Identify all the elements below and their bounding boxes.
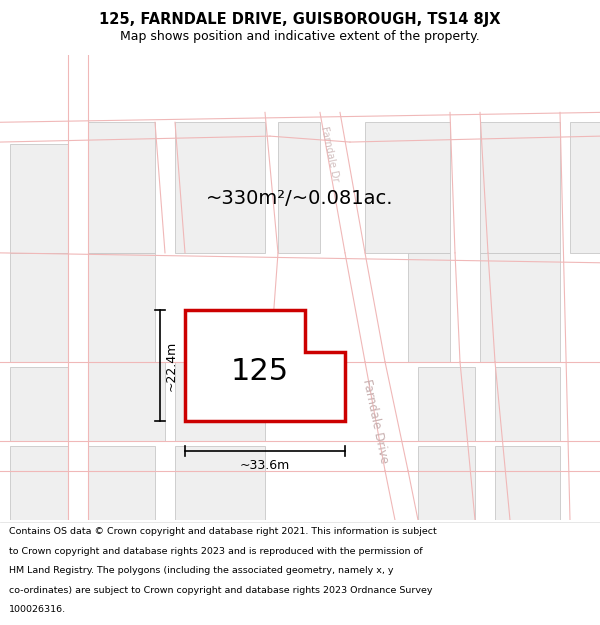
Text: Contains OS data © Crown copyright and database right 2021. This information is : Contains OS data © Crown copyright and d… — [9, 528, 437, 536]
Text: ~22.4m: ~22.4m — [165, 341, 178, 391]
Polygon shape — [278, 122, 320, 253]
Polygon shape — [480, 253, 560, 362]
Text: 100026316.: 100026316. — [9, 605, 66, 614]
Polygon shape — [570, 122, 600, 253]
Polygon shape — [495, 446, 560, 520]
Polygon shape — [10, 367, 68, 441]
Text: ~33.6m: ~33.6m — [240, 459, 290, 472]
Text: ~330m²/~0.081ac.: ~330m²/~0.081ac. — [206, 189, 394, 208]
Polygon shape — [88, 253, 155, 362]
Polygon shape — [10, 253, 68, 362]
Polygon shape — [365, 122, 450, 253]
Text: Farndale Drive: Farndale Drive — [360, 378, 390, 464]
Polygon shape — [480, 122, 560, 253]
Polygon shape — [175, 362, 265, 441]
Text: to Crown copyright and database rights 2023 and is reproduced with the permissio: to Crown copyright and database rights 2… — [9, 547, 422, 556]
Polygon shape — [175, 122, 265, 253]
Polygon shape — [418, 367, 475, 441]
Text: Map shows position and indicative extent of the property.: Map shows position and indicative extent… — [120, 30, 480, 43]
Polygon shape — [185, 310, 345, 421]
Polygon shape — [495, 367, 560, 441]
Polygon shape — [88, 122, 155, 253]
Text: 125, FARNDALE DRIVE, GUISBOROUGH, TS14 8JX: 125, FARNDALE DRIVE, GUISBOROUGH, TS14 8… — [99, 12, 501, 27]
Text: 125: 125 — [231, 357, 289, 386]
Text: Farndale Dr: Farndale Dr — [319, 125, 341, 182]
Polygon shape — [10, 144, 68, 253]
Polygon shape — [418, 446, 475, 520]
Polygon shape — [408, 253, 450, 362]
Polygon shape — [10, 446, 68, 520]
Polygon shape — [88, 362, 165, 441]
Text: HM Land Registry. The polygons (including the associated geometry, namely x, y: HM Land Registry. The polygons (includin… — [9, 566, 394, 575]
Polygon shape — [88, 446, 155, 520]
Polygon shape — [175, 446, 265, 520]
Text: co-ordinates) are subject to Crown copyright and database rights 2023 Ordnance S: co-ordinates) are subject to Crown copyr… — [9, 586, 433, 594]
